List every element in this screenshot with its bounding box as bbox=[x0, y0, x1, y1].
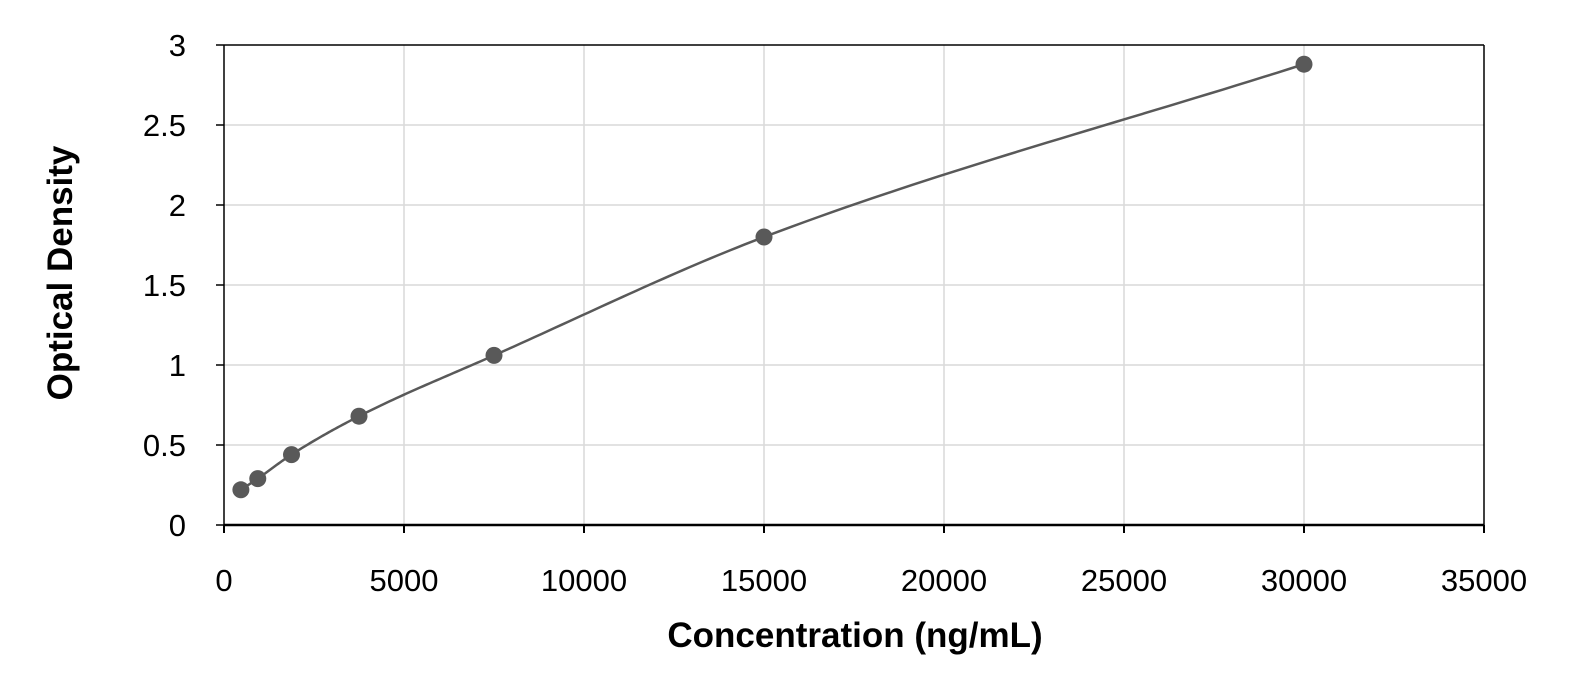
fitted-curve-line bbox=[240, 63, 1305, 491]
y-axis-tick-labels: 0 0.5 1 1.5 2 2.5 3 bbox=[143, 28, 186, 543]
x-tick-label: 25000 bbox=[1081, 563, 1167, 598]
data-point bbox=[283, 446, 300, 464]
x-tick-label: 10000 bbox=[541, 563, 627, 598]
gridlines bbox=[224, 45, 1484, 525]
plot-frame bbox=[216, 44, 1485, 533]
y-tick-label: 1.5 bbox=[143, 268, 186, 303]
y-tick-label: 0 bbox=[169, 508, 186, 543]
data-point bbox=[485, 346, 503, 364]
data-point bbox=[232, 481, 250, 499]
y-tick-label: 0.5 bbox=[143, 428, 186, 463]
y-tick-label: 3 bbox=[169, 28, 186, 63]
y-tick-label: 2 bbox=[169, 188, 186, 223]
x-axis-title: Concentration (ng/mL) bbox=[667, 616, 1042, 655]
x-tick-label: 20000 bbox=[901, 563, 987, 598]
x-axis-tick-labels: 0 5000 10000 15000 20000 25000 30000 35000 bbox=[215, 563, 1527, 598]
y-axis-title: Optical Density bbox=[41, 145, 80, 400]
data-point bbox=[1295, 55, 1313, 73]
x-tick-label: 15000 bbox=[721, 563, 807, 598]
y-tick-label: 2.5 bbox=[143, 108, 186, 143]
x-tick-label: 30000 bbox=[1261, 563, 1347, 598]
data-point bbox=[755, 228, 773, 246]
x-tick-label: 0 bbox=[215, 563, 232, 598]
data-point bbox=[249, 470, 267, 488]
data-point bbox=[350, 407, 368, 425]
y-tick-label: 1 bbox=[169, 348, 186, 383]
x-tick-label: 35000 bbox=[1441, 563, 1527, 598]
x-tick-label: 5000 bbox=[370, 563, 439, 598]
fitted-curve-layer bbox=[240, 63, 1305, 491]
data-points bbox=[232, 55, 1313, 499]
